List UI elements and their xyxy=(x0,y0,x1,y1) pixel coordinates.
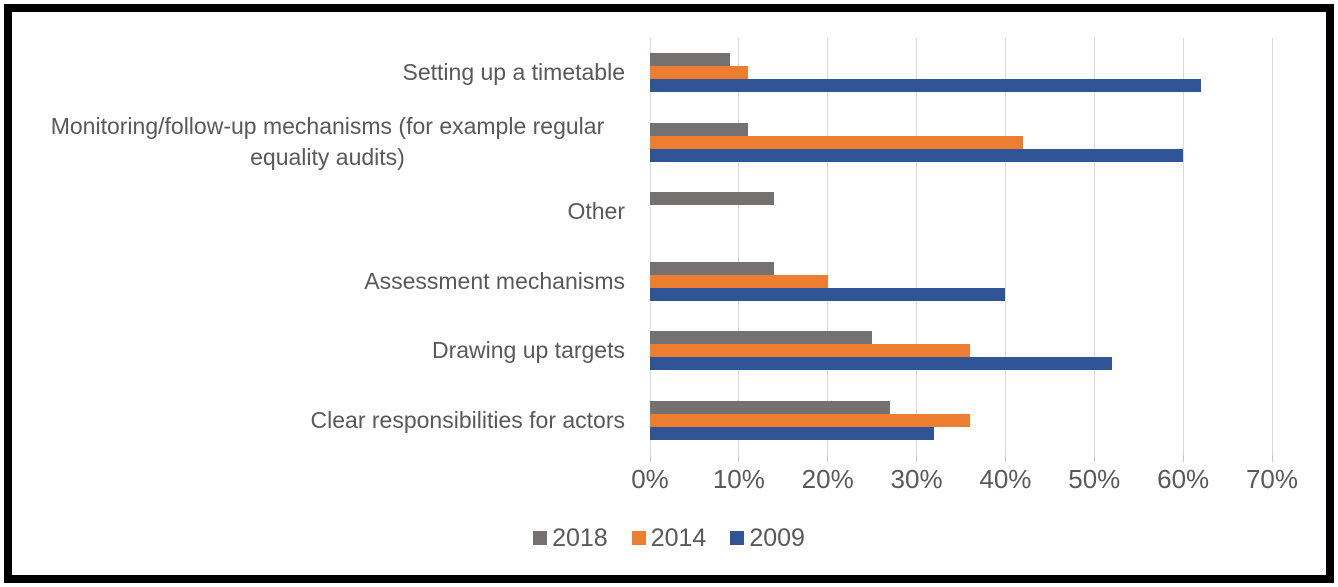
bar-2014 xyxy=(650,135,1024,149)
bar-2014 xyxy=(650,413,970,427)
category-label-text: Setting up a timetable xyxy=(402,59,625,86)
category-label-text: Clear responsibilities for actors xyxy=(310,406,625,433)
bar-2014 xyxy=(650,344,970,358)
bar-2009 xyxy=(650,148,1184,162)
x-tick-label: 20% xyxy=(801,464,854,494)
bar-2018 xyxy=(650,53,730,67)
x-tick-label: 30% xyxy=(890,464,943,494)
gridline xyxy=(1093,38,1095,455)
legend-swatch-icon xyxy=(533,531,548,545)
bar-group xyxy=(650,331,1272,371)
axis-tick xyxy=(916,455,918,462)
bar-group xyxy=(650,122,1272,162)
x-tick-label: 0% xyxy=(631,464,669,494)
category-label: Clear responsibilities for actors xyxy=(30,386,625,456)
axis-tick xyxy=(1271,455,1273,462)
axis-tick xyxy=(738,455,740,462)
bar-2018 xyxy=(650,122,748,136)
bar-2018 xyxy=(650,400,890,414)
gridline xyxy=(1182,38,1184,455)
gridline xyxy=(916,38,918,455)
bar-2009 xyxy=(650,357,1113,371)
legend-label: 2014 xyxy=(650,523,707,552)
bar-2009 xyxy=(650,426,935,440)
category-label: Assessment mechanisms xyxy=(30,247,625,317)
axis-tick xyxy=(827,455,829,462)
bar-2018 xyxy=(650,331,873,345)
bar-group xyxy=(650,53,1272,93)
gridline xyxy=(649,38,651,455)
axis-tick xyxy=(1004,455,1006,462)
category-label-text: Monitoring/follow-up mechanisms (for exa… xyxy=(50,113,605,171)
gridline xyxy=(1271,38,1273,455)
axis-tick xyxy=(1182,455,1184,462)
bar-2018 xyxy=(650,261,775,275)
category-label: Other xyxy=(30,177,625,247)
gridline xyxy=(738,38,740,455)
legend-label: 2009 xyxy=(749,523,805,552)
legend: 2018 2014 2009 xyxy=(0,523,1338,553)
x-tick-label: 40% xyxy=(979,464,1032,494)
category-label: Monitoring/follow-up mechanisms (for exa… xyxy=(30,108,625,178)
legend-item-2009: 2009 xyxy=(730,524,805,553)
bar-2009 xyxy=(650,79,1201,93)
legend-item-2018: 2018 xyxy=(533,524,608,553)
category-label-text: Other xyxy=(567,198,625,225)
bar-2009 xyxy=(650,287,1006,301)
bar-group xyxy=(650,192,1272,231)
x-tick-label: 60% xyxy=(1157,464,1210,494)
category-label: Drawing up targets xyxy=(30,316,625,386)
category-label: Setting up a timetable xyxy=(30,38,625,108)
legend-item-2014: 2014 xyxy=(631,523,707,553)
legend-swatch-icon xyxy=(631,531,646,545)
bar-2018 xyxy=(650,192,775,206)
x-tick-label: 70% xyxy=(1245,464,1299,494)
legend-label: 2018 xyxy=(552,523,608,552)
plot-area xyxy=(649,38,1273,462)
category-label-text: Drawing up targets xyxy=(431,337,625,364)
x-tick-label: 10% xyxy=(712,464,765,494)
gridline xyxy=(1004,38,1006,455)
x-tick-label: 50% xyxy=(1068,464,1121,494)
axis-tick xyxy=(1093,455,1095,462)
bar-group xyxy=(650,261,1272,301)
category-label-text: Assessment mechanisms xyxy=(364,267,625,294)
gridline xyxy=(827,38,829,455)
bar-group xyxy=(650,400,1272,440)
axis-tick xyxy=(649,455,651,462)
legend-swatch-icon xyxy=(730,531,745,545)
bar-2014 xyxy=(650,274,828,288)
bar-2014 xyxy=(650,66,748,80)
